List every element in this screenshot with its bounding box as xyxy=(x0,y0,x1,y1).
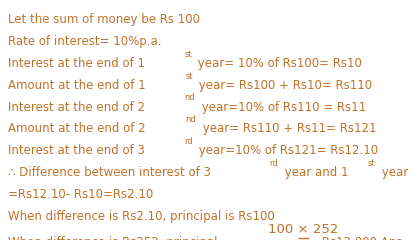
Text: year and 1: year and 1 xyxy=(280,166,348,179)
Text: st: st xyxy=(185,72,193,81)
Text: nd: nd xyxy=(185,115,196,124)
Text: Amount at the end of 2: Amount at the end of 2 xyxy=(8,122,145,135)
Text: ∴ Difference between interest of 3: ∴ Difference between interest of 3 xyxy=(8,166,210,179)
Text: year=10% of Rs121= Rs12.10: year=10% of Rs121= Rs12.10 xyxy=(196,144,379,157)
Text: Amount at the end of 1: Amount at the end of 1 xyxy=(8,79,145,92)
Text: st: st xyxy=(368,159,375,168)
Text: year: year xyxy=(377,166,408,179)
Text: When difference is Rs252, principal =: When difference is Rs252, principal = xyxy=(8,236,234,240)
Text: Rate of interest= 10%p.a.: Rate of interest= 10%p.a. xyxy=(8,35,161,48)
Text: year= Rs110 + Rs11= Rs121: year= Rs110 + Rs11= Rs121 xyxy=(199,122,377,135)
Text: Interest at the end of 2: Interest at the end of 2 xyxy=(8,101,145,114)
Text: year=10% of Rs110 = Rs11: year=10% of Rs110 = Rs11 xyxy=(198,101,366,114)
Text: Interest at the end of 3: Interest at the end of 3 xyxy=(8,144,144,157)
Text: =Rs12,000 Ans.: =Rs12,000 Ans. xyxy=(312,236,406,240)
Text: year= 10% of Rs100= Rs10: year= 10% of Rs100= Rs10 xyxy=(194,57,362,70)
Text: nd: nd xyxy=(184,93,195,102)
Text: rd: rd xyxy=(184,137,193,146)
Text: When difference is Rs2.10, principal is Rs100: When difference is Rs2.10, principal is … xyxy=(8,210,274,223)
Text: =Rs12.10- Rs10=Rs2.10: =Rs12.10- Rs10=Rs2.10 xyxy=(8,188,153,201)
Text: st: st xyxy=(184,50,192,59)
Text: Interest at the end of 1: Interest at the end of 1 xyxy=(8,57,145,70)
Text: rd: rd xyxy=(269,159,278,168)
Text: 100 × 252: 100 × 252 xyxy=(268,223,339,236)
Text: year= Rs100 + Rs10= Rs110: year= Rs100 + Rs10= Rs110 xyxy=(195,79,372,92)
Text: Let the sum of money be Rs 100: Let the sum of money be Rs 100 xyxy=(8,13,199,26)
